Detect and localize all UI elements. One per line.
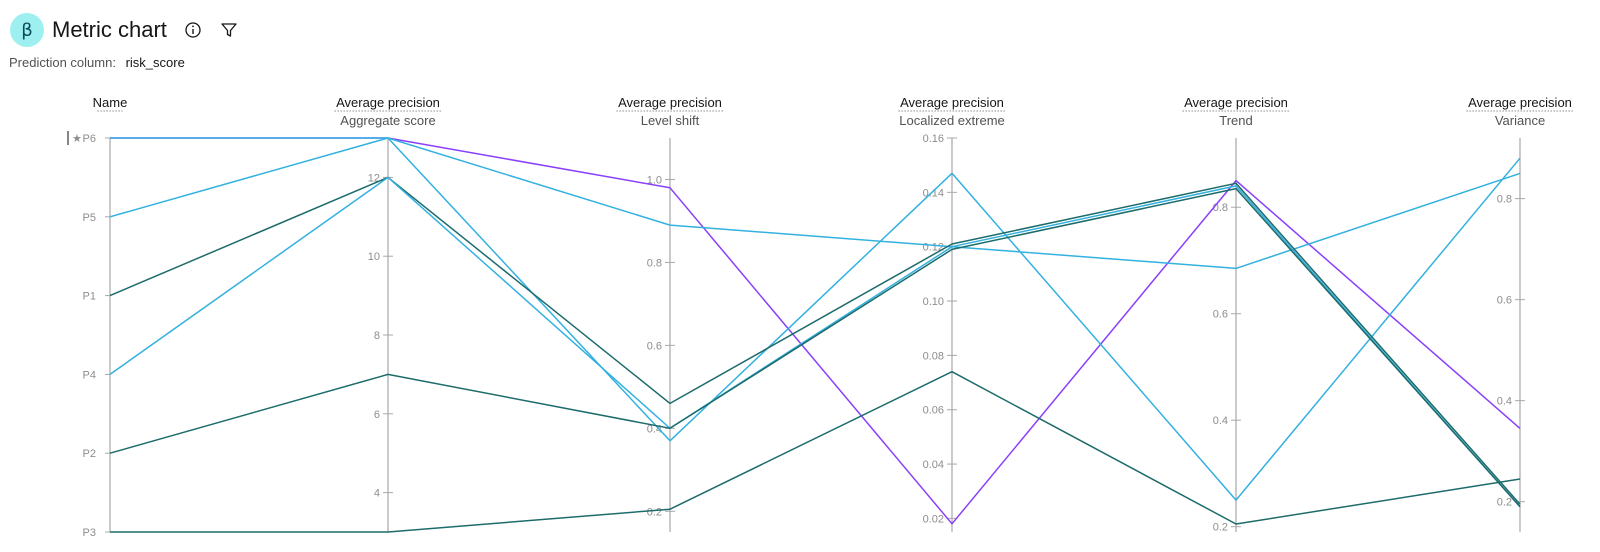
tick-label: 4 <box>374 488 380 500</box>
axis-subtitle: Level shift <box>641 113 700 128</box>
beta-badge: β <box>10 13 44 47</box>
tick-label: 0.6 <box>1497 295 1512 307</box>
tick-label: 0.2 <box>1497 497 1512 509</box>
tick-label: P2 <box>83 448 96 460</box>
axis-subtitle: Aggregate score <box>340 113 435 128</box>
axis-localized_extreme: Average precision Localized extreme 0.02 0.… <box>898 95 1006 532</box>
series-line-6 <box>109 187 1521 508</box>
axis-title: Average precision <box>336 95 440 110</box>
tick-label: P5 <box>83 212 96 224</box>
tick-label: 0.12 <box>923 242 944 254</box>
tick-label: 0.6 <box>647 340 662 352</box>
tick-label: 0.2 <box>647 506 662 518</box>
tick-label: P1 <box>83 291 96 303</box>
series-line-5 <box>109 176 1521 508</box>
tick-label: 8 <box>374 330 380 342</box>
tick-label: 0.10 <box>923 296 944 308</box>
prediction-column-info: Prediction column: risk_score <box>9 55 185 70</box>
tick-label: 0.02 <box>923 513 944 525</box>
axis-title: Average precision <box>1468 95 1572 110</box>
axis-title: Average precision <box>900 95 1004 110</box>
axes-group: Name P6★ P5 P1 P4 P2 P3 Average precision Aggreg… <box>67 95 1574 539</box>
axis-subtitle: Localized extreme <box>899 113 1005 128</box>
tick-label: 0.8 <box>1213 202 1228 214</box>
prediction-column-label: Prediction column: <box>9 55 116 70</box>
tick-label: 0.8 <box>647 257 662 269</box>
axis-title: Average precision <box>1184 95 1288 110</box>
tick-label: 0.06 <box>923 405 944 417</box>
star-icon: ★ <box>72 133 82 145</box>
axis-subtitle: Variance <box>1495 113 1545 128</box>
tick-label: 0.4 <box>1497 396 1512 408</box>
tick-label: 0.2 <box>1213 522 1228 534</box>
tick-label: 0.04 <box>923 459 944 471</box>
axis-variance: Average precision Variance 0.2 0.4 0.6 0.8 <box>1466 95 1574 532</box>
series-line-1 <box>110 137 1521 525</box>
series-line-3 <box>109 137 1521 501</box>
tick-label: 1.0 <box>647 174 662 186</box>
tick-label: 0.4 <box>1213 415 1228 427</box>
series-line-4 <box>109 176 1521 505</box>
prediction-column-value: risk_score <box>125 55 185 70</box>
tick-label: 0.6 <box>1213 309 1228 321</box>
tick-label: P4 <box>83 369 96 381</box>
axis-title: Average precision <box>618 95 722 110</box>
filter-icon[interactable] <box>219 20 239 40</box>
axis-trend: Average precision Trend 0.2 0.4 0.6 0.8 <box>1182 95 1290 534</box>
tick-label: P3 <box>83 527 96 539</box>
series-group <box>109 137 1521 533</box>
tick-label: P6 <box>83 133 96 145</box>
tick-label: 10 <box>368 251 380 263</box>
series-line-7 <box>110 370 1521 533</box>
tick-label: 6 <box>374 409 380 421</box>
page-title: Metric chart <box>52 17 167 42</box>
info-icon[interactable] <box>183 20 203 40</box>
axis-title: Name <box>93 95 128 110</box>
axis-subtitle: Trend <box>1219 113 1252 128</box>
tick-label: 0.8 <box>1497 194 1512 206</box>
tick-label: 0.16 <box>923 133 944 145</box>
tick-label: 0.08 <box>923 350 944 362</box>
axis-name: Name P6★ P5 P1 P4 P2 P3 <box>67 95 128 539</box>
series-line-2 <box>110 137 1521 270</box>
chart-header: β Metric chart <box>10 12 239 48</box>
